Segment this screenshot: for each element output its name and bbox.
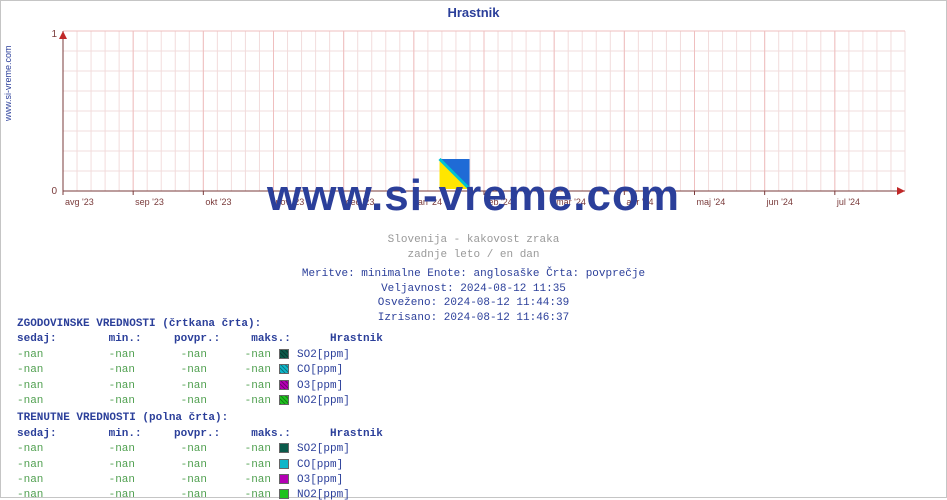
cell-sedaj: -nan — [17, 488, 71, 500]
hist-title: ZGODOVINSKE VREDNOSTI (črtkana črta): — [17, 317, 440, 332]
hdr-loc: Hrastnik — [330, 332, 440, 347]
cell-povpr: -nan — [135, 348, 207, 363]
series-swatch-icon — [279, 443, 289, 453]
series-label: CO[ppm] — [297, 363, 407, 378]
svg-text:feb '24: feb '24 — [486, 197, 513, 207]
table-row: -nan-nan-nan-nanSO2[ppm] — [17, 442, 440, 457]
plot-area: 01avg '23sep '23okt '23nov '23dec '23jan… — [45, 23, 915, 203]
cell-sedaj: -nan — [17, 379, 71, 394]
cell-maks: -nan — [207, 442, 271, 457]
series-label: O3[ppm] — [297, 379, 407, 394]
cell-maks: -nan — [207, 348, 271, 363]
meta-line2: Veljavnost: 2024-08-12 11:35 — [1, 282, 946, 297]
series-label: SO2[ppm] — [297, 442, 407, 457]
cell-min: -nan — [71, 442, 135, 457]
svg-text:avg '23: avg '23 — [65, 197, 94, 207]
cell-povpr: -nan — [135, 379, 207, 394]
cell-povpr: -nan — [135, 488, 207, 500]
cell-min: -nan — [71, 394, 135, 409]
cell-povpr: -nan — [135, 458, 207, 473]
svg-text:dec '23: dec '23 — [346, 197, 375, 207]
hdr-povpr: povpr.: — [148, 332, 220, 347]
cell-povpr: -nan — [135, 394, 207, 409]
cell-maks: -nan — [207, 488, 271, 500]
cell-sedaj: -nan — [17, 394, 71, 409]
hist-header-row: sedaj: min.: povpr.: maks.: Hrastnik — [17, 332, 440, 347]
series-swatch-icon — [279, 395, 289, 405]
cell-maks: -nan — [207, 473, 271, 488]
cell-maks: -nan — [207, 363, 271, 378]
cell-min: -nan — [71, 379, 135, 394]
series-swatch-icon — [279, 349, 289, 359]
cell-min: -nan — [71, 363, 135, 378]
cell-min: -nan — [71, 458, 135, 473]
hdr-sedaj: sedaj: — [17, 332, 71, 347]
svg-text:apr '24: apr '24 — [626, 197, 653, 207]
cell-maks: -nan — [207, 394, 271, 409]
curr-header-row: sedaj: min.: povpr.: maks.: Hrastnik — [17, 427, 440, 442]
site-vertical-label: www.si-vreme.com — [3, 45, 13, 121]
svg-text:nov '23: nov '23 — [276, 197, 305, 207]
table-row: -nan-nan-nan-nanCO[ppm] — [17, 458, 440, 473]
series-label: CO[ppm] — [297, 458, 407, 473]
series-label: O3[ppm] — [297, 473, 407, 488]
data-tables: ZGODOVINSKE VREDNOSTI (črtkana črta): se… — [17, 317, 440, 500]
series-label: NO2[ppm] — [297, 394, 407, 409]
cell-min: -nan — [71, 348, 135, 363]
svg-text:sep '23: sep '23 — [135, 197, 164, 207]
cell-sedaj: -nan — [17, 348, 71, 363]
svg-text:jun '24: jun '24 — [766, 197, 793, 207]
series-swatch-icon — [279, 474, 289, 484]
chart-title: Hrastnik — [1, 5, 946, 20]
cell-min: -nan — [71, 473, 135, 488]
svg-text:1: 1 — [51, 29, 57, 40]
cell-sedaj: -nan — [17, 458, 71, 473]
curr-title: TRENUTNE VREDNOSTI (polna črta): — [17, 411, 440, 426]
series-label: NO2[ppm] — [297, 488, 407, 500]
svg-text:mar '24: mar '24 — [556, 197, 586, 207]
cell-maks: -nan — [207, 458, 271, 473]
series-swatch-icon — [279, 364, 289, 374]
svg-text:jan '24: jan '24 — [415, 197, 442, 207]
meta-line3: Osveženo: 2024-08-12 11:44:39 — [1, 296, 946, 311]
table-row: -nan-nan-nan-nanCO[ppm] — [17, 363, 440, 378]
table-row: -nan-nan-nan-nanNO2[ppm] — [17, 394, 440, 409]
series-swatch-icon — [279, 489, 289, 499]
cell-maks: -nan — [207, 379, 271, 394]
svg-text:0: 0 — [51, 186, 57, 197]
svg-text:okt '23: okt '23 — [205, 197, 231, 207]
cell-povpr: -nan — [135, 442, 207, 457]
root-frame: www.si-vreme.com Hrastnik 0 1 avg '23 sep '… — [0, 0, 947, 498]
svg-text:maj '24: maj '24 — [697, 197, 726, 207]
cell-min: -nan — [71, 488, 135, 500]
hdr-maks: maks.: — [227, 332, 291, 347]
cell-sedaj: -nan — [17, 442, 71, 457]
table-row: -nan-nan-nan-nanO3[ppm] — [17, 379, 440, 394]
series-label: SO2[ppm] — [297, 348, 407, 363]
series-swatch-icon — [279, 459, 289, 469]
svg-text:jul '24: jul '24 — [836, 197, 860, 207]
cell-sedaj: -nan — [17, 473, 71, 488]
table-row: -nan-nan-nan-nanO3[ppm] — [17, 473, 440, 488]
series-swatch-icon — [279, 380, 289, 390]
cell-povpr: -nan — [135, 363, 207, 378]
chart-svg: 0 1 avg '23 sep '23 okt '23 nov '23 dec '23 jan… — [45, 23, 915, 243]
meta-block: Slovenija - kakovost zraka zadnje leto /… — [1, 233, 946, 326]
cell-sedaj: -nan — [17, 363, 71, 378]
table-row: -nan-nan-nan-nanSO2[ppm] — [17, 348, 440, 363]
table-row: -nan-nan-nan-nanNO2[ppm] — [17, 488, 440, 500]
hdr-min: min.: — [78, 332, 142, 347]
meta-under2: zadnje leto / en dan — [1, 248, 946, 263]
cell-povpr: -nan — [135, 473, 207, 488]
meta-under1: Slovenija - kakovost zraka — [1, 233, 946, 248]
meta-line1: Meritve: minimalne Enote: anglosaške Črt… — [1, 267, 946, 282]
